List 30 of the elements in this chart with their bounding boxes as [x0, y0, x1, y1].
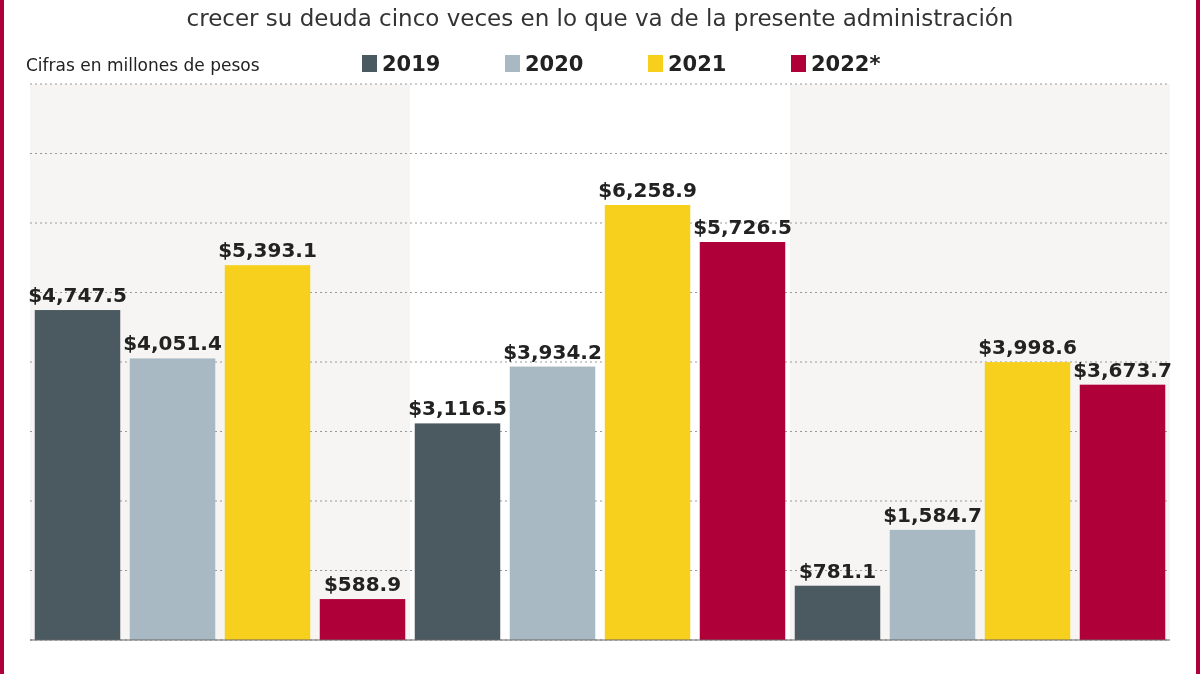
data-label: $6,258.9: [598, 178, 697, 203]
data-label: $781.1: [798, 558, 877, 583]
data-label: $3,998.6: [978, 335, 1077, 360]
legend-label: 2019: [382, 52, 441, 76]
bar: [604, 205, 691, 640]
bar: [794, 585, 881, 640]
chart-subtitle: Cifras en millones de pesos: [26, 55, 260, 75]
data-label: $1,584.7: [883, 502, 982, 527]
bar: [319, 599, 406, 640]
bar: [224, 265, 311, 640]
data-label: $4,747.5: [28, 283, 127, 308]
bar: [414, 423, 501, 640]
bar: [129, 358, 216, 640]
bar: [889, 529, 976, 640]
bar: [984, 362, 1071, 640]
legend-label: 2020: [525, 52, 584, 76]
data-label: $4,051.4: [123, 331, 222, 356]
data-label: $5,393.1: [218, 238, 317, 263]
chart-title: crecer su deuda cinco veces en lo que va de la presente administración: [186, 5, 1014, 31]
bar: [509, 366, 596, 640]
data-label: $3,934.2: [503, 339, 602, 364]
data-label: $3,673.7: [1073, 357, 1172, 382]
legend-label: 2021: [668, 52, 727, 76]
data-label: $588.9: [323, 572, 402, 597]
bar: [1079, 384, 1166, 640]
legend-label: 2022*: [811, 52, 881, 76]
bar: [34, 310, 121, 640]
data-label: $3,116.5: [408, 396, 507, 421]
data-label: $5,726.5: [693, 215, 792, 240]
bar: [699, 242, 786, 640]
